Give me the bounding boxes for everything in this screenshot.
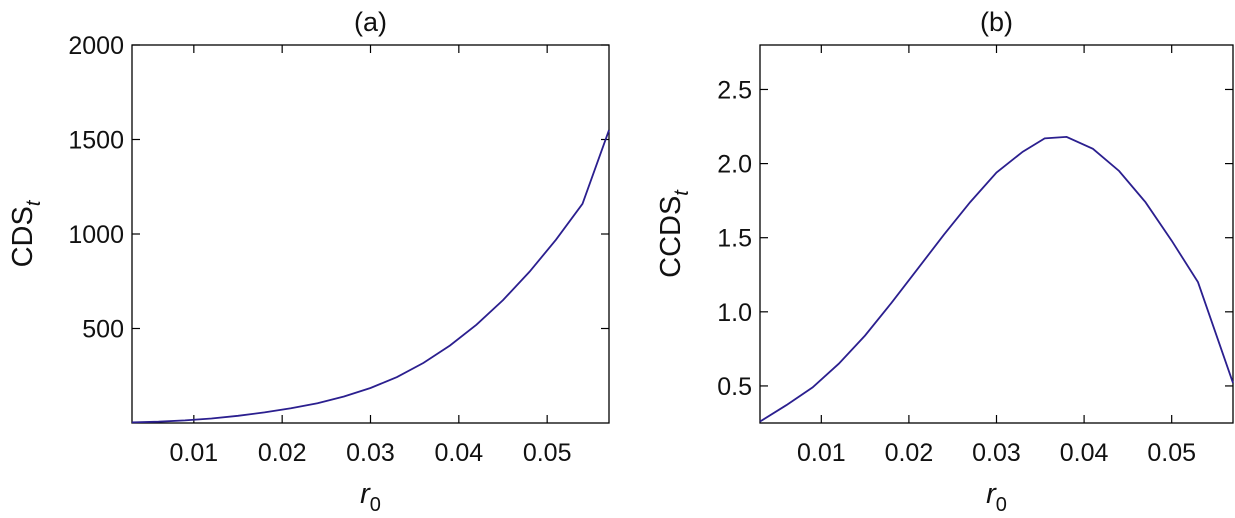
x-tick-label: 0.04 [434,439,483,467]
y-axis-label-sub: t [23,199,45,206]
x-tick-label: 0.02 [258,439,307,467]
x-tick-label: 0.05 [1147,439,1196,467]
y-axis-label-main: CDS [7,206,39,267]
y-tick-label: 2.0 [717,151,752,179]
y-axis-label-sub: t [671,189,693,196]
plot-frame [131,44,610,424]
x-axis-label: r0 [360,478,381,516]
y-axis-label: CCDSt [655,189,693,278]
y-tick-label: 1000 [68,221,124,249]
y-tick-label: 2000 [68,32,124,60]
x-tick-label: 0.01 [169,439,218,467]
x-axis-label-main: r [360,478,371,510]
series-line [131,129,610,424]
y-tick-label: 1500 [68,127,124,155]
x-axis-label-main: r [986,478,997,510]
series-line [759,135,1234,423]
x-tick-label: 0.05 [523,439,572,467]
panel-b: (b) 0.01 0.02 0.03 0.04 0.05 0.5 1.0 1.5 2.0 2.5 r0… [655,7,1234,516]
x-axis-label-sub: 0 [996,494,1007,516]
x-tick-label: 0.03 [346,439,395,467]
panel-title: (a) [354,7,387,37]
x-axis-label-sub: 0 [370,494,381,516]
x-tick-label: 0.04 [1060,439,1109,467]
panel-title: (b) [980,7,1013,37]
y-tick-label: 500 [82,316,124,344]
plot-frame [759,44,1234,424]
y-tick-label: 1.0 [717,299,752,327]
y-tick-label: 0.5 [717,373,752,401]
x-tick-label: 0.03 [972,439,1021,467]
y-tick-label: 2.5 [717,76,752,104]
x-tick-label: 0.02 [885,439,934,467]
x-tick-label: 0.01 [797,439,846,467]
y-tick-label: 1.5 [717,225,752,253]
panel-a: (a) 0.01 0.02 0.03 0.04 0.05 500 1000 1500 2000 r0… [7,7,610,516]
y-axis-label-main: CCDS [655,196,687,278]
y-axis-label: CDSt [7,199,45,267]
x-axis-label: r0 [986,478,1007,516]
